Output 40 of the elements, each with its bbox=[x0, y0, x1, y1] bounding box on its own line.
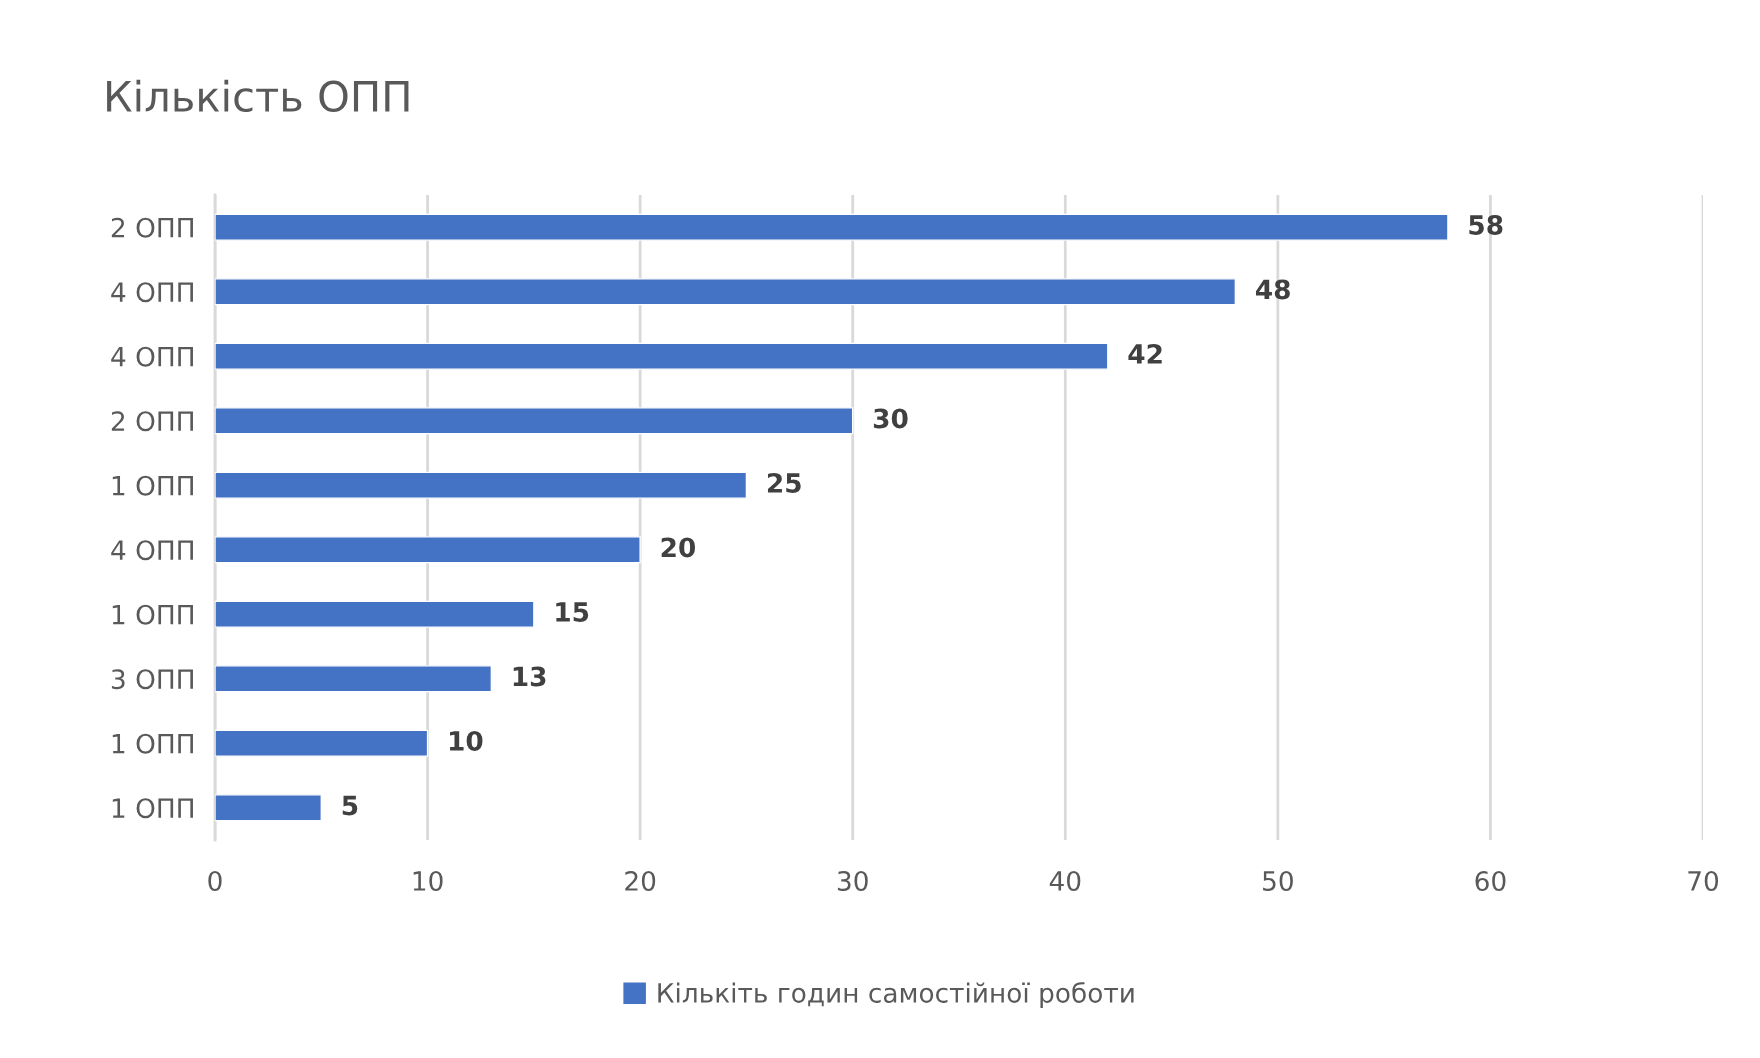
y-tick-label: 1 ОПП bbox=[112, 604, 193, 625]
y-tick-label: 2 ОПП bbox=[111, 217, 193, 238]
x-tick-label: 50 bbox=[1263, 871, 1293, 891]
y-tick-label: 2 ОПП bbox=[111, 411, 193, 432]
x-tick-label: 20 bbox=[625, 871, 656, 891]
x-tick-label: 10 bbox=[413, 871, 443, 891]
data-label: 58 bbox=[1469, 214, 1503, 235]
y-tick-label: 4 ОПП bbox=[111, 540, 193, 561]
x-tick-label: 40 bbox=[1049, 871, 1081, 891]
y-tick-label: 1 ОПП bbox=[112, 475, 193, 496]
bar bbox=[215, 342, 1109, 370]
data-label: 25 bbox=[767, 472, 801, 493]
y-tick-label: 1 ОПП bbox=[112, 798, 193, 819]
bar bbox=[215, 471, 748, 499]
y-tick-label: 3 ОПП bbox=[111, 669, 193, 690]
data-label: 15 bbox=[556, 602, 589, 622]
x-tick-label: 70 bbox=[1688, 871, 1719, 891]
chart-title: Кількість ОПП bbox=[107, 79, 409, 113]
legend-label: Кількіть годин самостійної роботи bbox=[658, 982, 1134, 1008]
data-label: 10 bbox=[449, 730, 483, 751]
data-label: 48 bbox=[1255, 279, 1290, 300]
y-tick-label: 4 ОПП bbox=[111, 346, 193, 367]
data-label: 5 bbox=[342, 795, 358, 816]
data-label: 42 bbox=[1128, 343, 1162, 364]
bar bbox=[215, 794, 322, 822]
data-label: 20 bbox=[661, 537, 696, 558]
data-label: 30 bbox=[873, 408, 908, 429]
bar bbox=[215, 600, 535, 628]
bar bbox=[215, 536, 641, 564]
bar bbox=[215, 407, 854, 435]
x-tick-label: 60 bbox=[1475, 871, 1506, 891]
bar bbox=[215, 278, 1237, 306]
x-tick-label: 30 bbox=[837, 871, 868, 891]
x-tick-label: 0 bbox=[208, 871, 222, 891]
data-label: 13 bbox=[513, 666, 546, 687]
y-tick-label: 4 ОПП bbox=[111, 282, 193, 303]
bar bbox=[215, 665, 493, 693]
bar bbox=[215, 213, 1449, 241]
bar bbox=[215, 729, 429, 757]
y-tick-label: 1 ОПП bbox=[112, 733, 193, 754]
